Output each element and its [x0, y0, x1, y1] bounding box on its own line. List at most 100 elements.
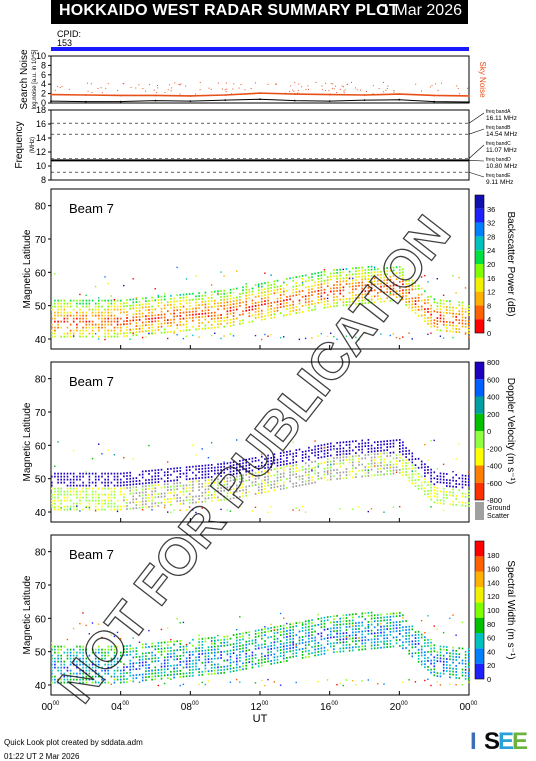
backscatter-power-cell	[364, 290, 367, 293]
backscatter-power-cell	[345, 268, 348, 270]
noise-spike	[122, 83, 124, 85]
doppler-velocity-cell	[66, 472, 69, 475]
freq-band-value: 14.54 MHz	[486, 131, 517, 138]
doppler-velocity-cell	[270, 457, 272, 459]
spectral-width-cell	[223, 641, 225, 644]
spectral-width-cell	[317, 680, 319, 683]
spectral-width-cell	[214, 654, 216, 657]
spectral-width-cell	[279, 628, 282, 630]
doppler-velocity-cell	[380, 452, 382, 455]
doppler-velocity-cell	[292, 461, 294, 464]
backscatter-power-cell	[132, 331, 135, 334]
spectral-width-cell	[370, 617, 373, 620]
spectral-width-cell	[145, 667, 147, 670]
spectral-width-cell	[452, 673, 454, 676]
spectral-width-cell	[279, 640, 282, 642]
doppler-velocity-cell	[283, 487, 285, 490]
noise-point	[433, 100, 436, 103]
backscatter-power-cell	[94, 323, 97, 326]
noise-spike	[415, 83, 417, 85]
spectral-width-cell	[129, 644, 131, 647]
backscatter-power-cell	[402, 283, 404, 286]
doppler-velocity-cell	[88, 506, 90, 509]
backscatter-power-cell	[207, 297, 210, 300]
doppler-velocity-cell	[179, 500, 182, 502]
spectral-width-cell	[389, 618, 392, 621]
doppler-velocity-cell	[430, 506, 432, 508]
noise-spike	[297, 92, 299, 94]
spectral-width-cell	[436, 657, 439, 659]
spectral-width-cell	[326, 634, 329, 636]
spectral-width-cell	[145, 655, 147, 658]
doppler-velocity-cell	[326, 449, 329, 451]
spectral-width-cell	[236, 648, 238, 651]
backscatter-power-cell	[298, 290, 301, 293]
spectral-width-cell	[236, 669, 238, 672]
doppler-velocity-cell	[311, 461, 313, 463]
spectral-width-cell	[157, 657, 160, 659]
doppler-velocity-cell	[176, 488, 178, 491]
backscatter-power-cell	[198, 304, 200, 306]
spectral-width-cell	[201, 637, 204, 640]
backscatter-power-cell	[399, 293, 401, 295]
spectral-width-cell	[135, 650, 138, 652]
doppler-velocity-cell	[439, 481, 442, 484]
backscatter-power-cell	[301, 281, 304, 283]
backscatter-power-cell	[446, 312, 448, 314]
backscatter-power-cell	[436, 302, 439, 304]
spectral-width-cell	[355, 628, 357, 630]
doppler-velocity-cell	[167, 461, 169, 463]
spectral-width-cell	[455, 671, 457, 673]
doppler-velocity-cell	[254, 481, 257, 483]
backscatter-power-cell	[220, 290, 222, 292]
spectral-width-cell	[304, 635, 307, 638]
spectral-width-cell	[120, 678, 122, 681]
backscatter-power-cell	[170, 297, 172, 300]
spectral-width-cell	[167, 647, 169, 649]
spectral-width-cell	[348, 643, 351, 646]
spectral-width-cell	[264, 634, 266, 636]
spectral-width-cell	[339, 638, 341, 641]
doppler-velocity-cell	[242, 480, 244, 483]
backscatter-power-cell	[311, 291, 313, 293]
backscatter-power-cell	[60, 308, 62, 311]
spectral-width-cell	[66, 675, 69, 678]
spectral-width-cell	[113, 672, 116, 675]
spectral-width-cell	[91, 660, 94, 663]
doppler-velocity-colorbar-tick: 400	[487, 393, 500, 402]
backscatter-power-cell	[380, 270, 382, 273]
doppler-velocity-cell	[254, 506, 257, 508]
spectral-width-cell	[85, 669, 88, 672]
doppler-velocity-cell	[468, 478, 470, 480]
backscatter-power-cell	[226, 313, 229, 316]
backscatter-power-cell	[157, 294, 159, 297]
doppler-velocity-cell	[101, 508, 103, 511]
doppler-velocity-cell	[236, 466, 238, 469]
spectral-width-cell	[167, 653, 169, 655]
noise-spike	[429, 86, 431, 88]
spectral-width-cell	[82, 678, 84, 681]
doppler-velocity-cell	[239, 478, 241, 480]
spectral-width-cell	[217, 639, 219, 642]
doppler-velocity-cell	[91, 490, 94, 493]
spectral-width-cell	[430, 684, 432, 687]
backscatter-power-cell	[361, 302, 363, 305]
backscatter-power-cell	[370, 289, 373, 292]
spectral-width-cell	[107, 648, 109, 651]
backscatter-power-cell	[449, 321, 451, 324]
doppler-velocity-cell	[123, 487, 125, 490]
backscatter-power-cell	[173, 330, 175, 333]
doppler-velocity-cell	[63, 490, 66, 493]
backscatter-power-cell	[273, 310, 276, 313]
spectral-width-cell	[342, 684, 344, 687]
doppler-velocity-cell	[154, 493, 157, 496]
spectral-width-cell	[461, 674, 464, 677]
doppler-velocity-cell	[129, 483, 131, 486]
backscatter-power-cell	[226, 304, 229, 307]
backscatter-power-cell	[257, 313, 260, 316]
doppler-velocity-cell	[320, 444, 323, 447]
spectral-width-cell	[270, 636, 272, 638]
doppler-velocity-cell	[60, 475, 62, 478]
backscatter-power-cell	[198, 316, 200, 318]
spectral-width-cell	[317, 642, 320, 644]
